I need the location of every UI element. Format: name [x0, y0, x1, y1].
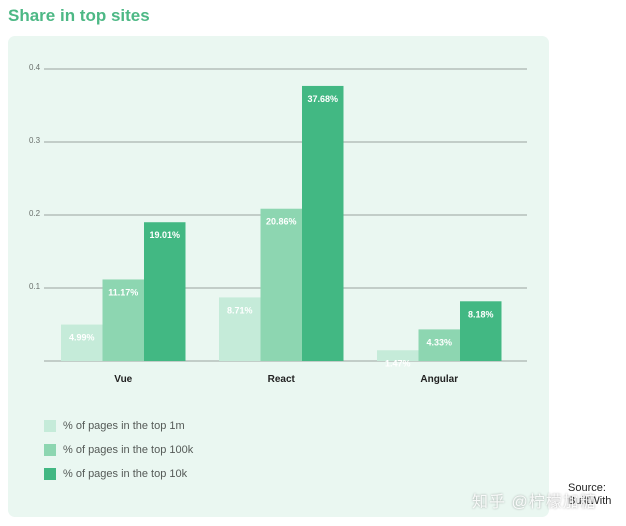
data-label: 37.68%: [307, 94, 338, 104]
y-tick-label: 0.2: [29, 209, 41, 218]
legend-swatch-top-10k: [44, 468, 56, 480]
bar-angular-series-1: [418, 329, 460, 361]
legend-swatch-top-1m: [44, 420, 56, 432]
watermark-text: 知乎 @柠檬加糖: [472, 494, 597, 511]
legend-item-top-1m: % of pages in the top 1m: [44, 414, 193, 438]
legend-label-top-100k: % of pages in the top 100k: [63, 444, 194, 456]
chart-legend: % of pages in the top 1m % of pages in t…: [44, 414, 193, 486]
legend-label-top-1m: % of pages in the top 1m: [63, 420, 185, 432]
category-label: Vue: [114, 374, 132, 385]
source-note: Source: BuiltWith: [568, 482, 612, 507]
y-tick-label: 0.1: [29, 282, 41, 291]
data-label: 1.47%: [385, 358, 411, 368]
legend-item-top-100k: % of pages in the top 100k: [44, 438, 193, 462]
category-label: React: [268, 374, 296, 385]
bar-angular-series-0: [377, 350, 419, 361]
bar-react-series-0: [219, 297, 261, 361]
bar-vue-series-0: [61, 324, 103, 361]
legend-item-top-10k: % of pages in the top 10k: [44, 462, 193, 486]
data-label: 20.86%: [266, 217, 297, 227]
category-label: Angular: [420, 374, 458, 385]
bar-angular-series-2: [460, 301, 502, 361]
bar-react-series-1: [260, 208, 302, 361]
chart-title: Share in top sites: [8, 6, 150, 25]
y-tick-label: 0.3: [29, 136, 41, 145]
legend-label-top-10k: % of pages in the top 10k: [63, 468, 188, 480]
bar-vue-series-2: [144, 222, 186, 361]
data-label: 4.99%: [69, 333, 95, 343]
bar-react-series-2: [302, 85, 344, 361]
y-tick-label: 0.4: [29, 63, 41, 72]
data-label: 11.17%: [108, 287, 138, 297]
data-label: 4.33%: [426, 337, 452, 347]
bar-vue-series-1: [102, 279, 144, 361]
data-label: 8.18%: [468, 309, 494, 319]
legend-swatch-top-100k: [44, 444, 56, 456]
data-label: 8.71%: [227, 305, 253, 315]
data-label: 19.01%: [149, 230, 180, 240]
